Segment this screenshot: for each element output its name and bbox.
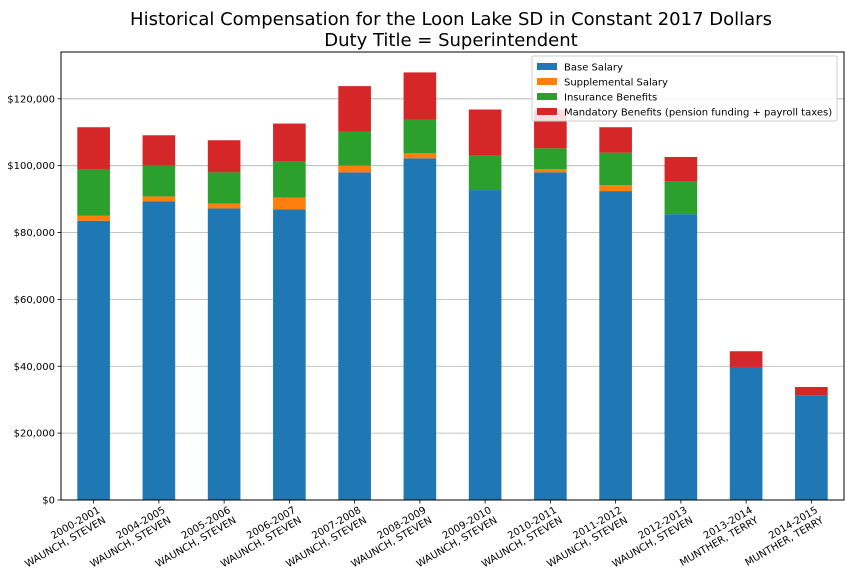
legend: Base Salary Supplemental Salary Insurance … (531, 55, 838, 122)
bar-segment-supplemental (534, 169, 567, 173)
legend-swatch (537, 93, 557, 100)
bar-segment-base (142, 201, 176, 501)
bar-segment-base (273, 209, 306, 500)
legend-swatch (537, 63, 557, 70)
chart-subtitle: Duty Title = Superintendent (324, 30, 577, 51)
legend-label: Mandatory Benefits (pension funding + pa… (564, 108, 832, 119)
bar-segment-mandatory (468, 109, 502, 156)
bar-segment-base (77, 220, 110, 500)
bar-segment-base (207, 208, 241, 500)
bar-segment-supplemental (599, 185, 632, 192)
bar-segment-mandatory (77, 127, 110, 170)
bar-segment-supplemental (403, 153, 437, 159)
bar-segment-mandatory (338, 86, 371, 132)
bar-segment-insurance (338, 131, 371, 166)
bar-segment-insurance (273, 161, 306, 198)
bar-segment-mandatory (664, 156, 698, 182)
bar-segment-mandatory (599, 127, 632, 153)
bar-segment-mandatory (142, 135, 176, 166)
bar-segment-insurance (77, 169, 110, 216)
grid-lines (61, 98, 844, 501)
chart-title-group: Historical Compensation for the Loon Lak… (130, 9, 772, 51)
bars (77, 72, 828, 501)
bar-segment-mandatory (795, 386, 828, 396)
y-axis: $0 $20,000 $40,000 $60,000 $80,000 $100,000 $1… (7, 94, 61, 507)
legend-label: Insurance Benefits (564, 93, 657, 104)
bar-segment-base (664, 214, 698, 501)
bar-segment-mandatory (273, 123, 306, 162)
bar-segment-base (795, 395, 828, 500)
bar-segment-insurance (664, 181, 698, 215)
bar-segment-base (534, 172, 567, 500)
bar-segment-base (729, 366, 763, 500)
bar-segment-base (599, 191, 632, 500)
legend-swatch (537, 108, 557, 115)
bar-segment-insurance (207, 172, 241, 204)
bar-segment-insurance (599, 152, 632, 186)
bar-segment-mandatory (729, 351, 763, 367)
legend-label: Base Salary (564, 63, 623, 74)
bar-segment-insurance (534, 148, 567, 170)
bar-segment-insurance (142, 165, 176, 197)
plot-frame (60, 51, 845, 501)
bar-segment-insurance (468, 155, 502, 191)
bar-segment-base (403, 158, 437, 501)
chart-title: Historical Compensation for the Loon Lak… (130, 9, 772, 30)
y-tick-label: $0 (42, 496, 55, 507)
y-tick-label: $60,000 (14, 295, 55, 306)
y-tick-label: $40,000 (14, 362, 55, 373)
y-tick-label: $80,000 (14, 228, 55, 239)
bar-segment-supplemental (207, 203, 241, 209)
bar-segment-base (468, 190, 502, 500)
legend-box (531, 55, 838, 122)
legend-swatch (537, 78, 557, 85)
bar-segment-supplemental (77, 215, 110, 221)
y-tick-label: $100,000 (7, 161, 55, 172)
bar-segment-supplemental (338, 165, 371, 173)
y-tick-label: $20,000 (14, 429, 55, 440)
bar-segment-supplemental (273, 197, 306, 210)
bar-segment-mandatory (403, 72, 437, 120)
bar-segment-mandatory (207, 140, 241, 173)
bar-segment-insurance (403, 119, 437, 154)
y-tick-label: $120,000 (7, 94, 55, 105)
bar-segment-base (338, 172, 371, 500)
bar-segment-supplemental (142, 196, 176, 202)
legend-label: Supplemental Salary (564, 78, 668, 89)
